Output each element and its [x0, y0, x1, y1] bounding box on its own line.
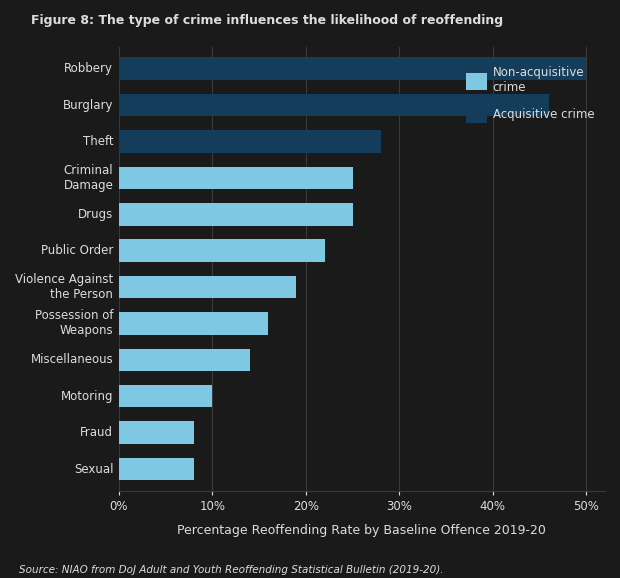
Legend: Non-acquisitive
crime, Acquisitive crime: Non-acquisitive crime, Acquisitive crime [461, 62, 599, 128]
Text: Figure 8: The type of crime influences the likelihood of reoffending: Figure 8: The type of crime influences t… [31, 14, 503, 27]
Bar [119, 57, 587, 80]
Bar [119, 239, 324, 262]
Bar [119, 421, 193, 444]
Bar [119, 94, 549, 116]
X-axis label: Percentage Reoffending Rate by Baseline Offence 2019-20: Percentage Reoffending Rate by Baseline … [177, 524, 546, 537]
Bar [119, 458, 193, 480]
Bar [119, 166, 353, 189]
Bar [119, 203, 353, 225]
Bar [119, 349, 250, 371]
Bar [119, 312, 268, 335]
Bar [119, 276, 296, 298]
Text: Source: NIAO from DoJ Adult and Youth Reoffending Statistical Bulletin (2019-20): Source: NIAO from DoJ Adult and Youth Re… [19, 565, 443, 575]
Bar [119, 130, 381, 153]
Bar [119, 385, 212, 407]
